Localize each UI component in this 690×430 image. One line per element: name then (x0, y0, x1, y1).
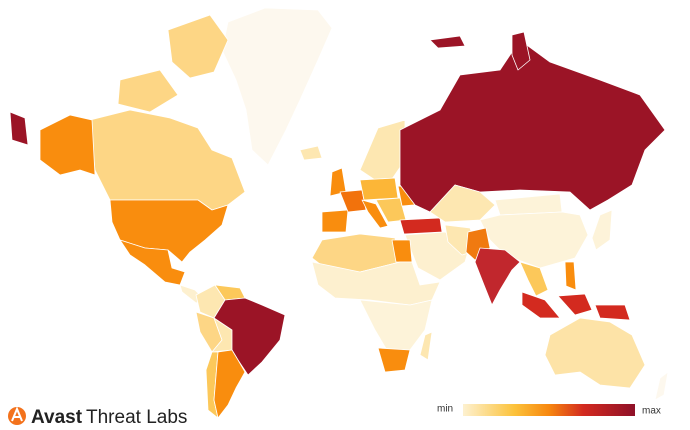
japan (591, 209, 613, 251)
canada (89, 109, 246, 211)
greenland (221, 7, 333, 166)
spain (321, 209, 349, 233)
brazil (213, 297, 286, 376)
logo-icon-mark (11, 406, 23, 422)
alaska (39, 114, 96, 176)
indonesia (521, 291, 561, 319)
mexico (119, 239, 186, 286)
legend-min: min (437, 404, 453, 415)
legend: min max (437, 404, 661, 417)
russia (399, 39, 666, 213)
indonesia (557, 293, 593, 316)
germany-poland (359, 177, 399, 201)
southeast-asia (519, 261, 549, 297)
central-africa (359, 299, 433, 353)
india (474, 247, 521, 306)
iceland (299, 145, 323, 161)
argentina (213, 349, 246, 419)
turkey (399, 217, 443, 235)
canada-islands (167, 14, 229, 79)
egypt (391, 239, 413, 263)
canada-islands (117, 69, 179, 113)
russia-islands (429, 35, 466, 49)
philippines (564, 261, 577, 291)
new-zealand (654, 371, 669, 401)
indonesia (594, 304, 631, 321)
russia-islands (511, 31, 531, 71)
logo: Avast Threat Labs (8, 406, 187, 428)
chukotka (9, 111, 29, 146)
france (339, 189, 367, 213)
madagascar (419, 331, 433, 361)
sahel (311, 261, 441, 306)
italy (361, 199, 389, 229)
logo-brand: Avast (31, 407, 83, 428)
mongolia (494, 193, 563, 216)
kazakhstan (429, 184, 496, 223)
australia (544, 317, 646, 389)
legend-max: max (642, 406, 661, 417)
scandinavia (359, 119, 406, 183)
legend-gradient (463, 404, 635, 416)
south-africa (377, 347, 411, 373)
logo-product: Threat Labs (86, 407, 187, 428)
countries (9, 7, 669, 419)
